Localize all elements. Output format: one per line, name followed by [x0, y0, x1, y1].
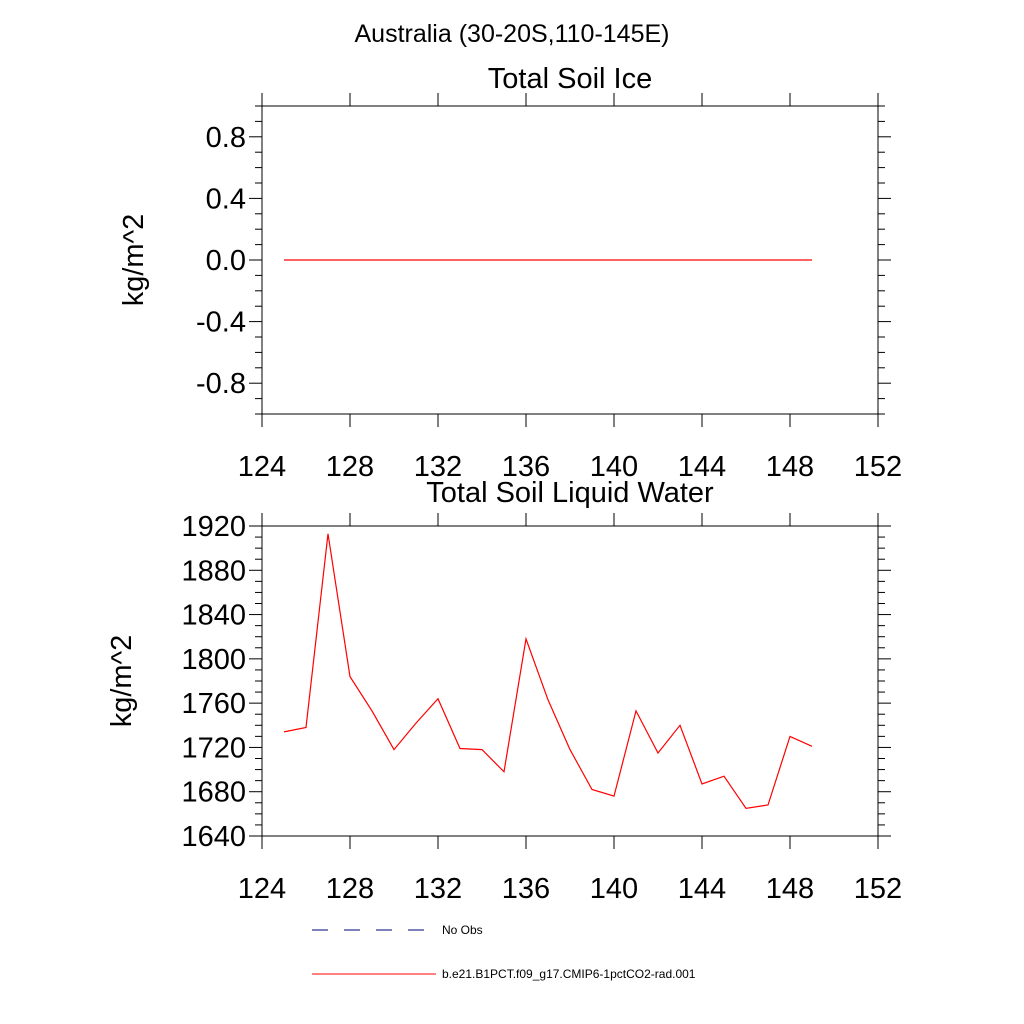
- panel-title: Total Soil Ice: [488, 63, 652, 95]
- x-tick-label: 152: [854, 873, 902, 905]
- y-tick-label: 0.8: [206, 122, 246, 154]
- y-tick-label: 1760: [181, 688, 246, 720]
- x-tick-label: 132: [414, 451, 462, 483]
- x-tick-label: 124: [238, 873, 286, 905]
- panel-title: Total Soil Liquid Water: [426, 477, 714, 509]
- y-tick-label: -0.4: [196, 307, 246, 339]
- y-tick-label: 1920: [181, 511, 246, 543]
- x-tick-label: 152: [854, 451, 902, 483]
- x-tick-label: 128: [326, 451, 374, 483]
- x-tick-label: 140: [590, 451, 638, 483]
- x-tick-label: 144: [678, 451, 726, 483]
- series-line: [283, 533, 813, 809]
- y-tick-label: 1800: [181, 644, 246, 676]
- legend-label-model-run: b.e21.B1PCT.f09_g17.CMIP6-1pctCO2-rad.00…: [442, 967, 696, 981]
- legend: No Obs b.e21.B1PCT.f09_g17.CMIP6-1pctCO2…: [312, 923, 696, 981]
- x-tick-label: 136: [502, 873, 550, 905]
- y-tick-label: 1880: [181, 555, 246, 587]
- plot-frame: [261, 525, 879, 837]
- y-tick-label: 1640: [181, 821, 246, 853]
- x-tick-label: 136: [502, 451, 550, 483]
- y-tick-label: 0.4: [206, 183, 246, 215]
- x-tick-label: 124: [238, 451, 286, 483]
- x-tick-label: 140: [590, 873, 638, 905]
- x-tick-label: 148: [766, 451, 814, 483]
- y-tick-label: 1720: [181, 732, 246, 764]
- figure-title: Australia (30-20S,110-145E): [355, 20, 670, 48]
- x-tick-label: 128: [326, 873, 374, 905]
- x-tick-label: 148: [766, 873, 814, 905]
- y-tick-label: 0.0: [206, 245, 246, 277]
- y-tick-label: 1680: [181, 777, 246, 809]
- legend-label-no-obs: No Obs: [442, 923, 483, 937]
- y-axis-label: kg/m^2: [106, 635, 138, 728]
- y-tick-label: 1840: [181, 600, 246, 632]
- x-tick-label: 132: [414, 873, 462, 905]
- y-tick-label: -0.8: [196, 368, 246, 400]
- panel-total-soil-liquid-water: Total Soil Liquid Water kg/m^2 124 128 132 13…: [106, 477, 902, 905]
- x-tick-label: 144: [678, 873, 726, 905]
- panel-total-soil-ice: Total Soil Ice kg/m^2 124 128 132 136 140 144 14…: [118, 63, 902, 483]
- y-axis-label: kg/m^2: [118, 214, 150, 307]
